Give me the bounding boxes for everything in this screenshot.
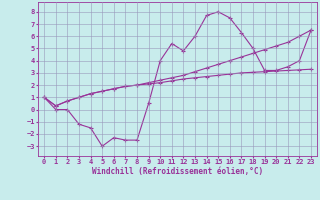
X-axis label: Windchill (Refroidissement éolien,°C): Windchill (Refroidissement éolien,°C) (92, 167, 263, 176)
